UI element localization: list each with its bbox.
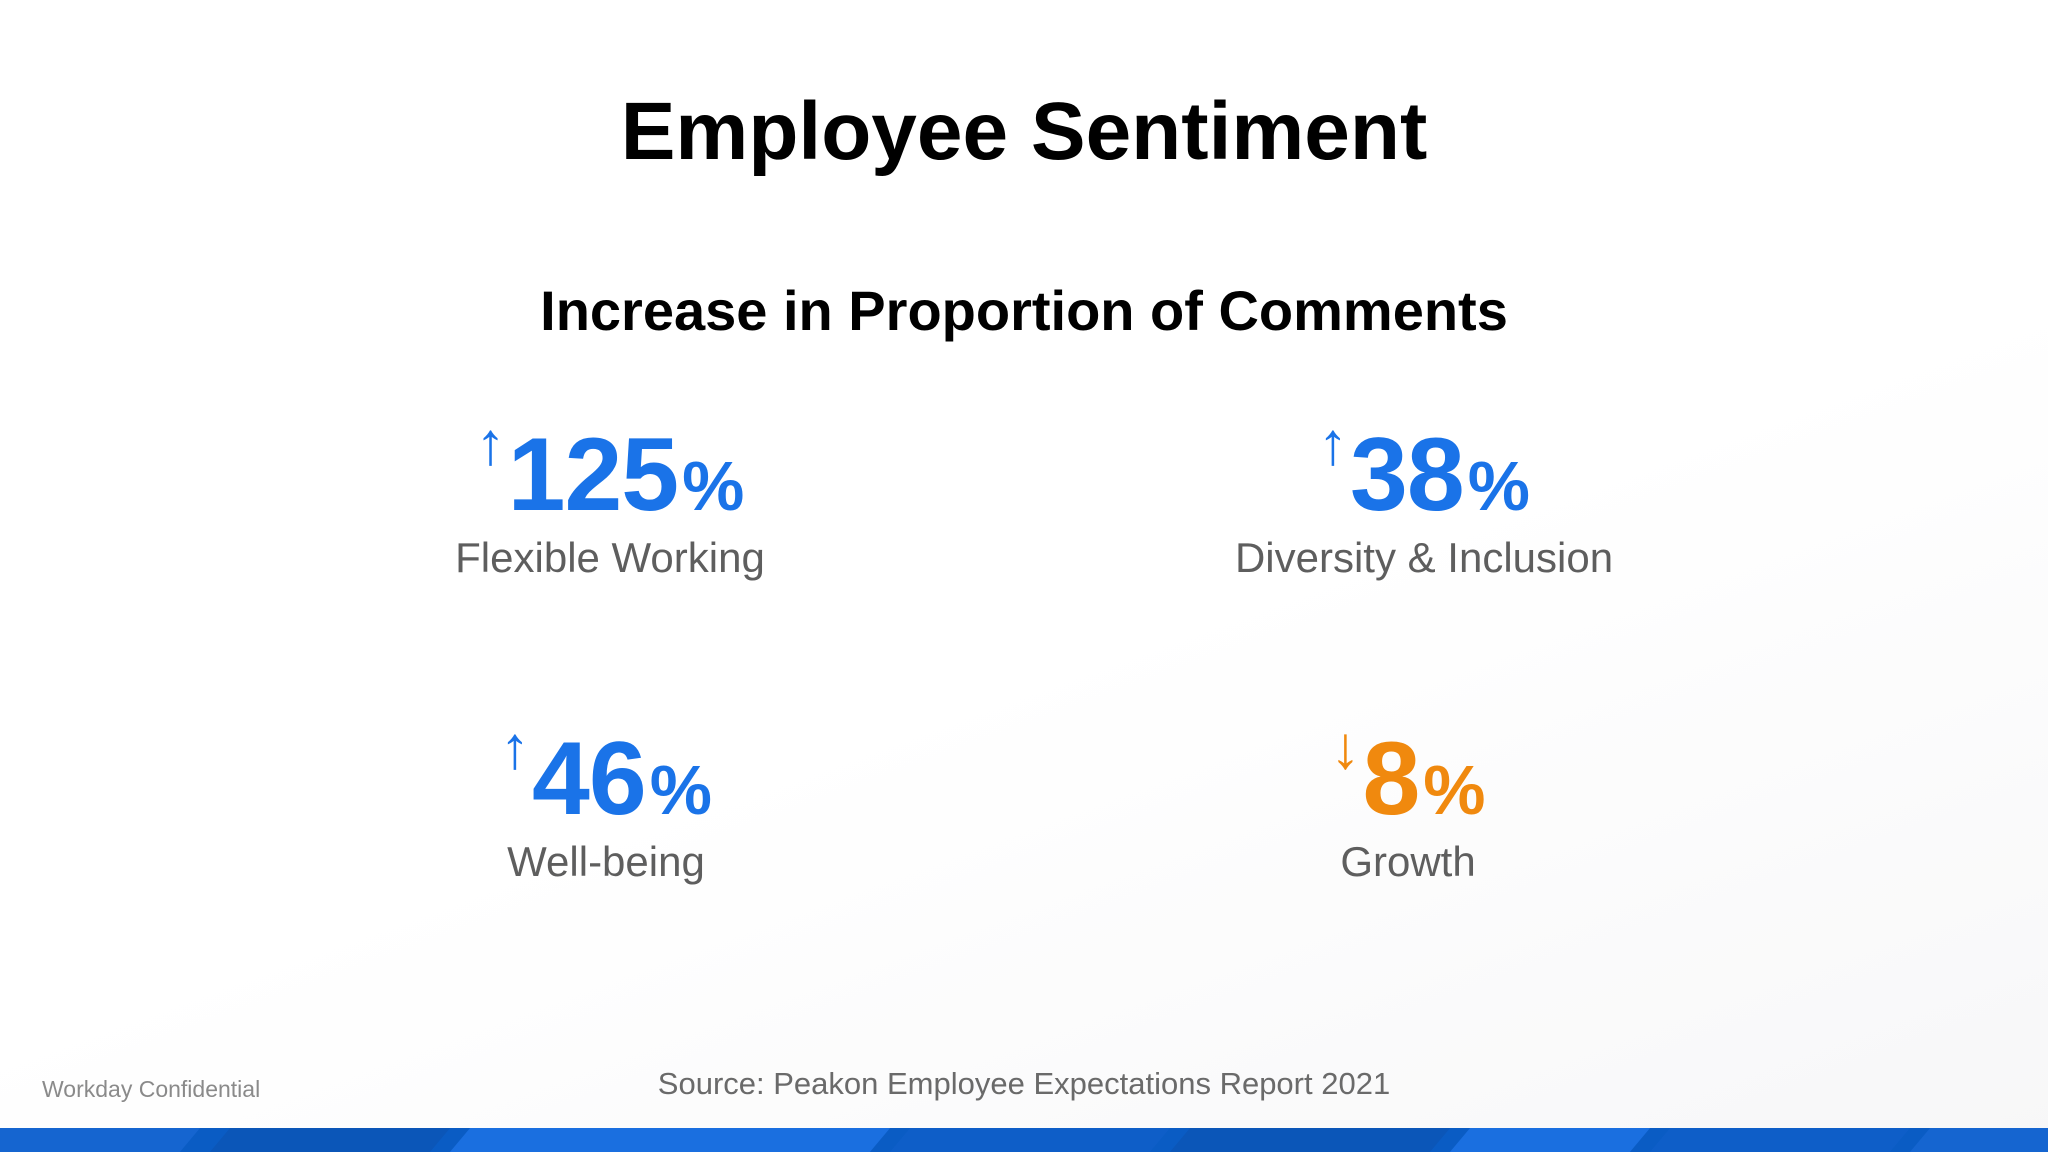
footer-segment: [889, 1128, 1171, 1152]
stat-unit: %: [649, 751, 712, 829]
slide-title: Employee Sentiment: [620, 86, 1428, 177]
footer-segment: [1909, 1128, 2048, 1152]
footer-segment: [0, 1128, 201, 1152]
confidential-notice: Workday Confidential: [42, 1076, 261, 1102]
stat-value: ↑125%: [310, 410, 910, 528]
footer-segment: [1169, 1128, 1451, 1152]
arrow-up-icon: ↑: [1318, 410, 1349, 477]
footer-segment: [449, 1128, 891, 1152]
stat-value: ↓8%: [1108, 714, 1708, 832]
footer-segment: [1449, 1128, 1651, 1152]
stat-diversity-inclusion: ↑38% Diversity & Inclusion: [1124, 414, 1724, 583]
arrow-up-icon: ↑: [475, 410, 506, 477]
arrow-down-icon: ↓: [1330, 714, 1361, 781]
stat-value: ↑46%: [306, 714, 906, 832]
stat-label: Flexible Working: [455, 534, 765, 581]
stat-number: 125: [507, 417, 680, 533]
stat-label: Growth: [1340, 838, 1476, 885]
footer-segment: [1649, 1128, 1911, 1152]
stat-label: Well-being: [507, 838, 705, 885]
footer-segment: [209, 1128, 451, 1152]
stat-unit: %: [1423, 751, 1486, 829]
stat-label: Diversity & Inclusion: [1234, 534, 1614, 581]
stat-number: 38: [1350, 417, 1465, 533]
footer-bar: [0, 1128, 2048, 1152]
arrow-up-icon: ↑: [500, 714, 531, 781]
stat-value: ↑38%: [1124, 410, 1724, 528]
stat-well-being: ↑46% Well-being: [306, 718, 906, 887]
slide-subtitle: Increase in Proportion of Comments: [540, 279, 1508, 342]
source-citation: Source: Peakon Employee Expectations Rep…: [657, 1066, 1391, 1101]
stat-unit: %: [682, 447, 745, 525]
stat-growth: ↓8% Growth: [1108, 718, 1708, 887]
stat-number: 8: [1362, 721, 1420, 837]
stat-unit: %: [1467, 447, 1530, 525]
stat-flexible-working: ↑125% Flexible Working: [310, 414, 910, 583]
stat-number: 46: [532, 721, 647, 837]
